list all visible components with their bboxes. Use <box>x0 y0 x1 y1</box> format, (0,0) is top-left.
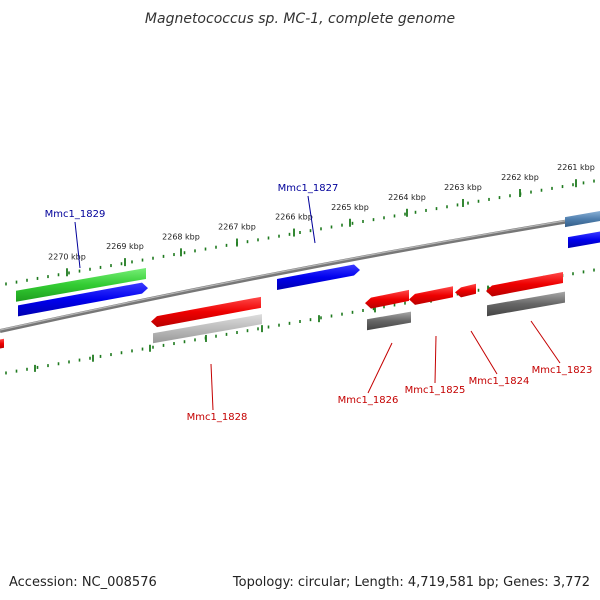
tick-layer: 2270 kbp 2269 kbp 2268 kbp 2267 kbp 2266 kbp… <box>5 163 595 375</box>
genome-backbone <box>0 214 600 333</box>
gene-label: Mmc1_1825 <box>405 385 466 396</box>
reverse-gene-arrow <box>0 338 4 349</box>
gene-leader-line <box>530 320 561 364</box>
kbp-tick-label: 2270 kbp <box>48 252 86 261</box>
gene-leader-line <box>74 221 81 269</box>
gene-label: Mmc1_1828 <box>187 412 248 423</box>
gene-leader-line <box>470 330 498 375</box>
gene-leader-line <box>307 195 316 244</box>
gene-label: Mmc1_1827 <box>278 183 339 194</box>
gene-label: Mmc1_1823 <box>532 365 593 376</box>
reverse-gene-arrow <box>409 286 453 305</box>
reverse-gene-arrow <box>151 296 261 328</box>
kbp-tick-label: 2269 kbp <box>106 242 144 251</box>
kbp-tick-label: 2264 kbp <box>388 193 426 202</box>
kbp-tick-label: 2267 kbp <box>218 223 256 232</box>
accession-text: Accession: NC_008576 <box>9 575 157 590</box>
gene-label: Mmc1_1829 <box>45 209 106 220</box>
kbp-tick-label: 2263 kbp <box>444 183 482 192</box>
label-layer: Mmc1_1829 Mmc1_1827 Mmc1_1828 Mmc1_1826 Mmc1… <box>45 183 593 423</box>
gene-layer <box>0 211 600 349</box>
track-layer <box>0 214 600 333</box>
cog-green-block <box>16 267 146 302</box>
cog-darkgray-block <box>487 291 565 317</box>
cog-steel-block <box>565 211 600 228</box>
cog-gray-block <box>153 314 262 344</box>
reverse-gene-arrow <box>486 271 563 297</box>
reverse-gene-arrow <box>455 283 476 298</box>
forward-gene-arrow <box>277 264 360 291</box>
gene-leader-line <box>367 342 393 394</box>
gene-label: Mmc1_1826 <box>338 395 399 406</box>
genome-backbone-highlight <box>0 214 600 331</box>
reverse-gene-arrow <box>365 289 409 309</box>
forward-gene-arrow <box>18 282 148 317</box>
kbp-tick-label: 2262 kbp <box>501 173 539 182</box>
kbp-tick-label: 2265 kbp <box>331 203 369 212</box>
genome-summary-text: Topology: circular; Length: 4,719,581 bp… <box>232 575 590 590</box>
cog-darkgray-block <box>367 311 411 331</box>
kbp-tick-label: 2268 kbp <box>162 232 200 241</box>
kbp-tick-label: 2266 kbp <box>275 213 313 222</box>
forward-gene-arrow <box>568 231 600 249</box>
diagram-title: Magnetococcus sp. MC-1, complete genome <box>145 11 455 27</box>
gene-leader-line <box>210 363 214 411</box>
gene-leader-line <box>434 335 437 384</box>
gene-label: Mmc1_1824 <box>469 376 530 387</box>
kbp-tick-label: 2261 kbp <box>557 163 595 172</box>
